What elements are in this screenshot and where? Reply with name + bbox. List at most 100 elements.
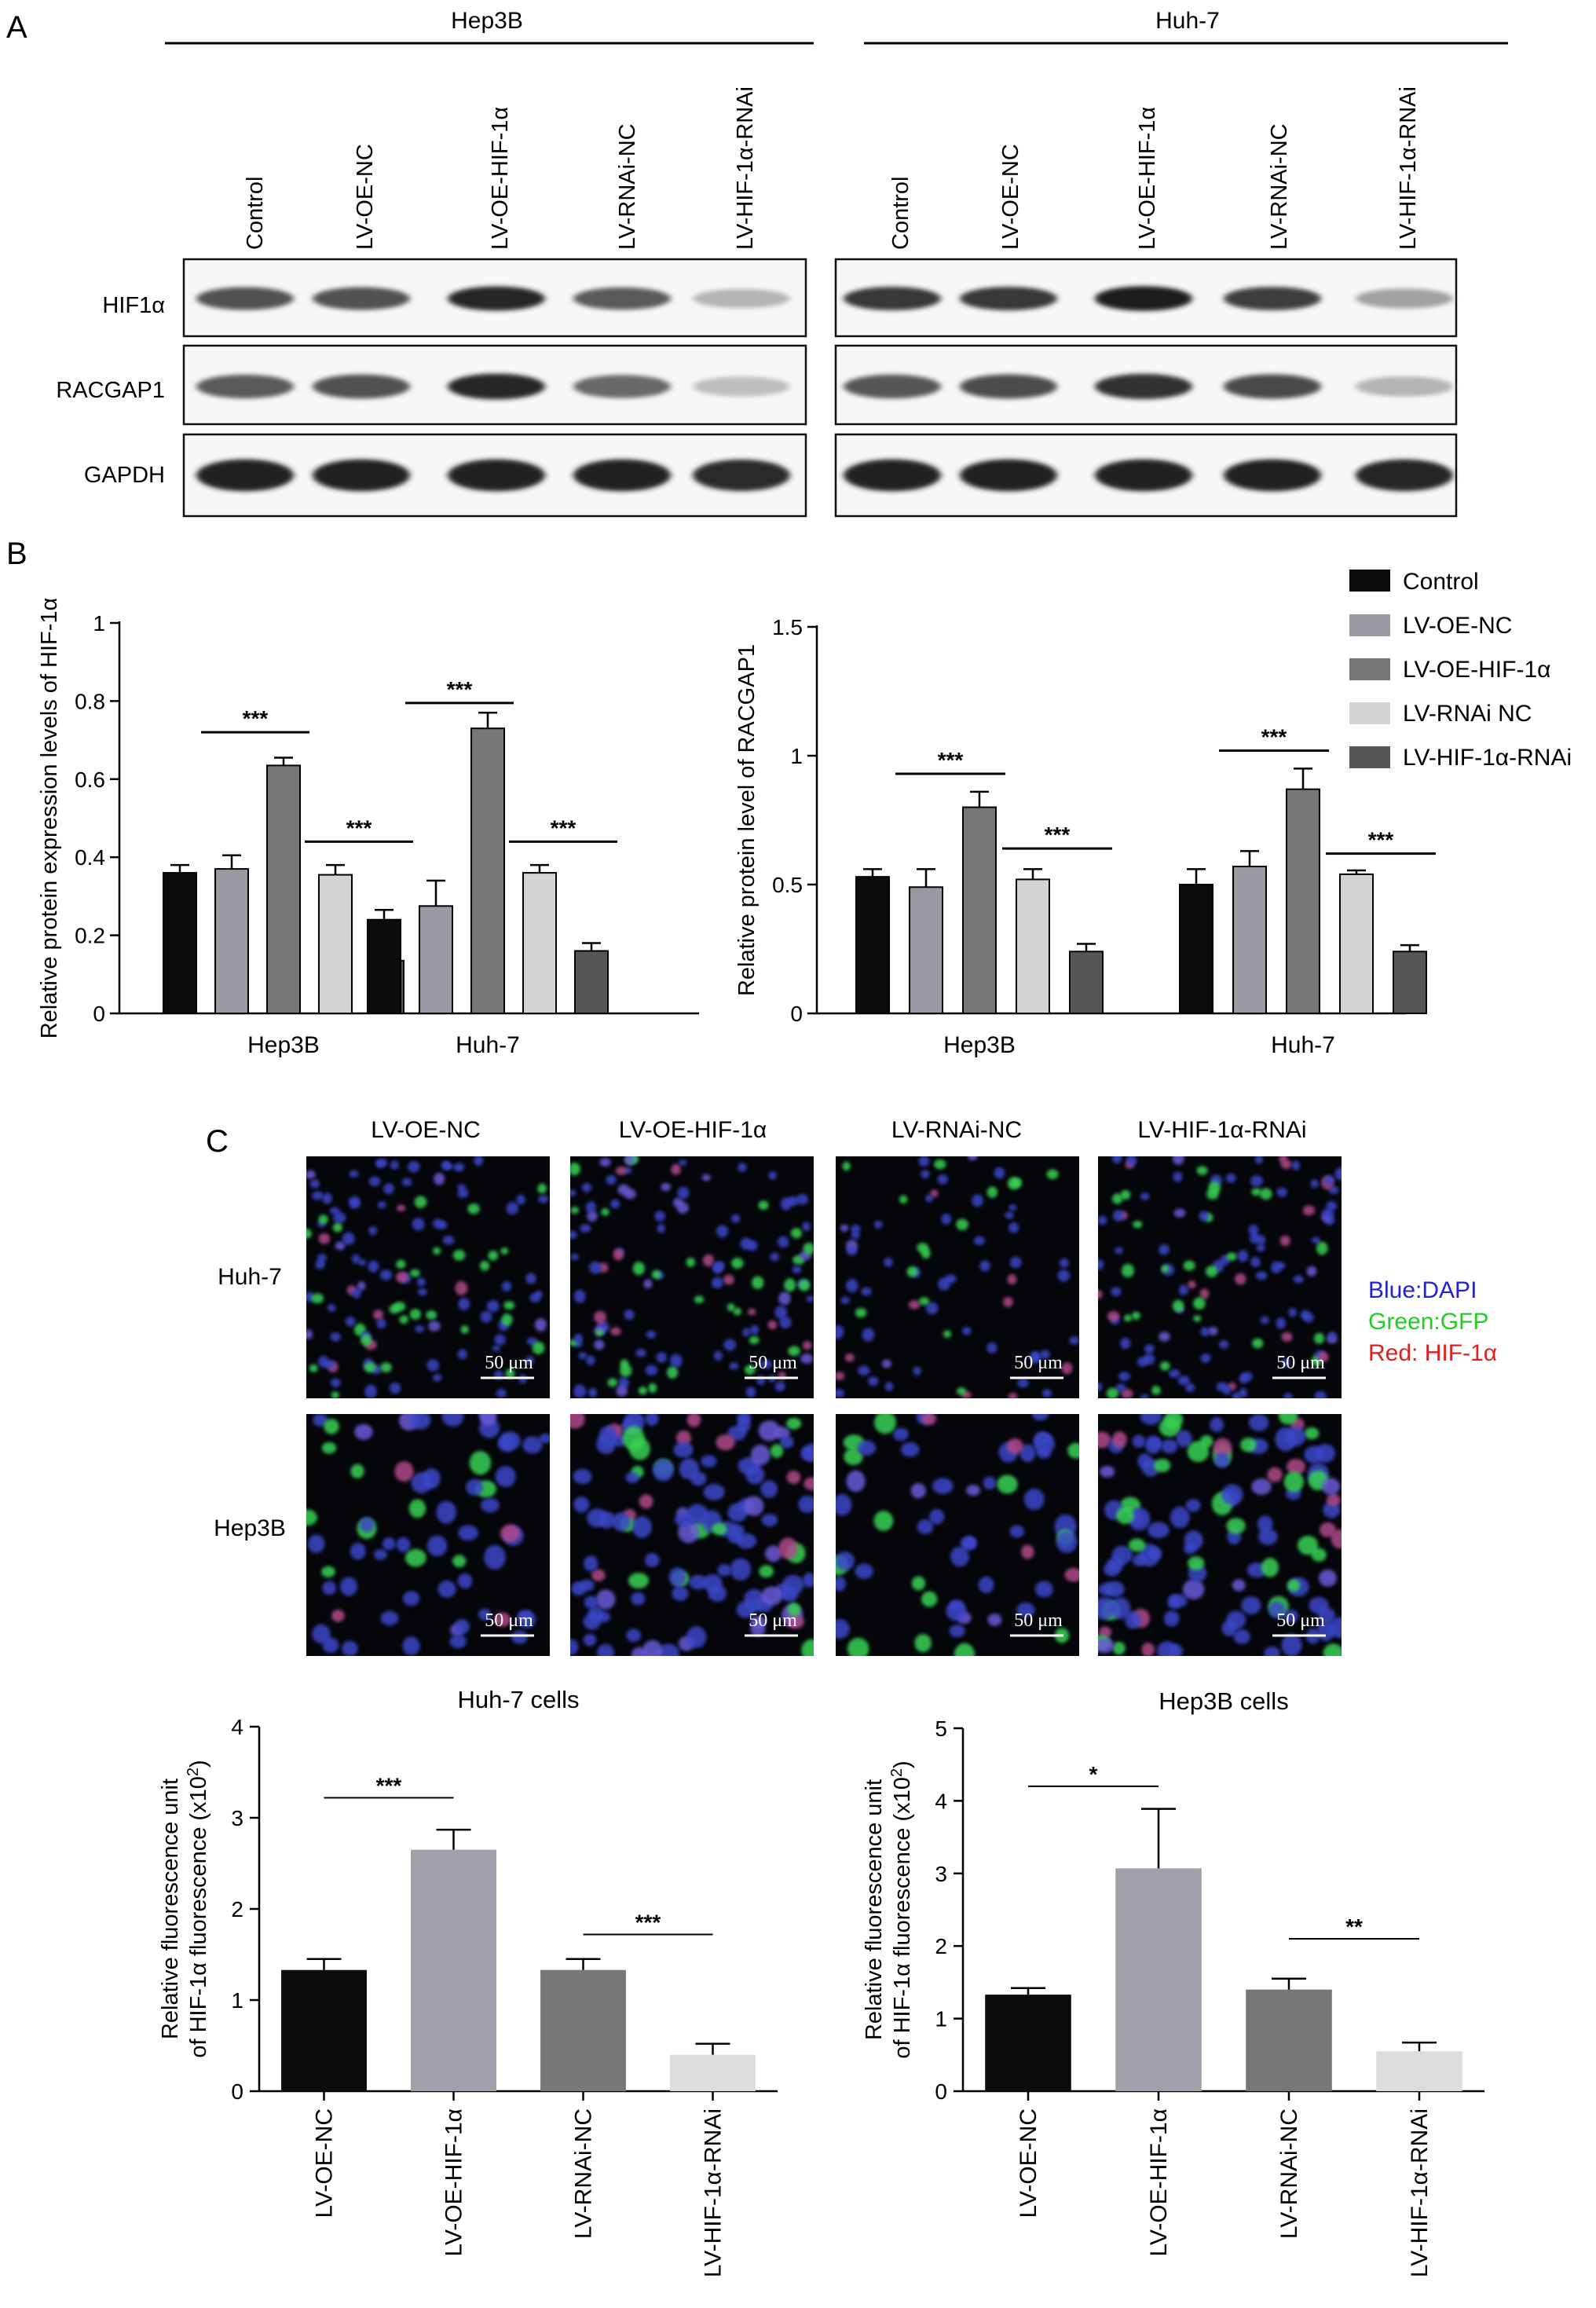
cell-blob	[312, 1191, 324, 1200]
cell-blob	[573, 1289, 586, 1303]
cell-blob	[1034, 1431, 1052, 1448]
cell-blob	[736, 1533, 757, 1549]
cell-blob	[873, 1220, 883, 1229]
bar-hep3b-lv-oe-hif-1	[962, 806, 997, 1014]
cell-blob	[311, 1293, 324, 1304]
cell-blob	[790, 1228, 802, 1239]
cell-blob	[573, 1333, 584, 1344]
micrograph-hep3b-lv-oe-hif-1: 50 μm	[570, 1414, 814, 1656]
x-category-label: LV-OE-HIF-1α	[441, 2108, 467, 2256]
cell-blob	[1257, 1515, 1273, 1533]
chart-hif1a-expression: 0 0.2 0.4 0.6 0.8 1 Relative protein expressio…	[37, 598, 699, 1058]
cell-blob	[426, 1535, 448, 1557]
cell-blob	[778, 1537, 798, 1559]
cell-blob	[1276, 1187, 1287, 1197]
cell-blob	[857, 1440, 877, 1456]
bar-huh-7-lv-hif-1-rnai	[574, 950, 609, 1014]
cell-blob	[584, 1555, 598, 1572]
y-tick-label: 0	[93, 1002, 105, 1026]
cell-blob	[840, 1296, 850, 1304]
cell-blob	[786, 1417, 802, 1430]
micrograph-hep3b-lv-hif-1-rnai: 50 μm	[1098, 1414, 1342, 1656]
cell-blob	[570, 1253, 580, 1261]
cell-blob	[488, 1250, 499, 1261]
cell-blob	[428, 1321, 441, 1332]
cell-blob	[1334, 1167, 1342, 1181]
cell-blob	[585, 1201, 596, 1213]
cell-blob	[1039, 1350, 1050, 1360]
blot-band-hep3b-hif1-3	[573, 287, 671, 310]
cell-blob	[803, 1477, 814, 1491]
cell-blob	[997, 1475, 1018, 1494]
micrograph-row-label-hep3b: Hep3B	[214, 1515, 286, 1541]
scale-bar-label: 50 μm	[1276, 1353, 1325, 1373]
cell-blob	[1293, 1275, 1304, 1284]
cell-blob	[1313, 1332, 1325, 1344]
cell-blob	[1151, 1386, 1161, 1395]
significance-label: ***	[376, 1773, 402, 1797]
cell-blob	[802, 1572, 814, 1588]
micrograph-hep3b-lv-oe-nc: 50 μm	[306, 1414, 550, 1656]
cell-blob	[349, 1170, 359, 1178]
cell-blob	[376, 1317, 386, 1329]
cell-blob	[1268, 1601, 1286, 1619]
cell-blob	[908, 1300, 921, 1310]
x-category-label: Hep3B	[943, 1032, 1016, 1058]
cell-blob	[1214, 1452, 1230, 1468]
cell-blob	[322, 1192, 332, 1204]
lane-label-huh7-lv-oe-nc: LV-OE-NC	[998, 144, 1023, 250]
y-tick-label: 4	[935, 1789, 947, 1813]
cell-blob	[973, 1236, 986, 1245]
cell-blob	[750, 1324, 760, 1335]
cell-blob	[779, 1435, 794, 1449]
cell-blob	[309, 1179, 320, 1189]
cell-blob	[522, 1436, 543, 1454]
cell-blob	[844, 1353, 855, 1362]
cell-blob	[703, 1573, 723, 1593]
cell-blob	[925, 1302, 939, 1315]
cell-blob	[1185, 1383, 1195, 1393]
cell-blob	[1106, 1387, 1118, 1398]
y-axis-title-line2: of HIF-1α fluorescence (x102)	[185, 1760, 211, 2057]
cell-blob	[846, 1246, 857, 1256]
y-axis-title-line1: Relative fluorescence unit	[862, 1779, 887, 2040]
cell-blob	[1281, 1332, 1293, 1342]
cell-blob	[339, 1577, 358, 1596]
cell-blob	[798, 1495, 814, 1513]
significance-label: ***	[1368, 828, 1394, 852]
cell-blob	[657, 1643, 679, 1656]
blot-band-huh-7-hif1-3	[1224, 287, 1321, 310]
cell-blob	[1310, 1179, 1319, 1189]
legend: Control LV-OE-NC LV-OE-HIF-1α LV-RNAi NC…	[1349, 569, 1572, 771]
cell-blob	[629, 1438, 650, 1460]
cell-blob	[601, 1208, 609, 1216]
cell-blob	[653, 1459, 674, 1482]
cell-blob	[950, 1546, 969, 1567]
y-tick-label: 1.5	[772, 615, 803, 639]
y-tick-label: 0.5	[772, 873, 803, 897]
bar-huh-7-lv-hif-1-rnai	[1393, 951, 1427, 1015]
cell-blob	[350, 1543, 366, 1560]
cell-blob	[651, 1269, 661, 1279]
cell-blob	[751, 1276, 764, 1290]
cell-blob	[1036, 1447, 1052, 1459]
cell-blob	[453, 1163, 465, 1172]
cell-blob	[1239, 1438, 1257, 1453]
cell-blob	[786, 1614, 804, 1629]
bar-lv-hif-1-rnai	[670, 2054, 756, 2091]
bar-lv-oe-hif-1	[1115, 1868, 1202, 2091]
cell-blob	[1248, 1224, 1259, 1236]
cell-blob	[452, 1555, 467, 1568]
cell-blob	[1173, 1171, 1183, 1182]
cell-blob	[1193, 1315, 1202, 1322]
bar-huh-7-lv-rnai-nc	[1339, 873, 1374, 1014]
cell-blob	[1111, 1287, 1122, 1297]
cell-blob	[426, 1359, 440, 1372]
cell-blob	[686, 1414, 701, 1427]
cell-blob	[701, 1174, 711, 1181]
legend-swatch-lv-oe-nc	[1349, 614, 1390, 636]
y-tick-label: 2	[231, 1897, 243, 1922]
significance-label: ***	[1045, 822, 1071, 847]
micrograph-cells	[306, 1156, 549, 1398]
cell-blob	[619, 1364, 632, 1377]
